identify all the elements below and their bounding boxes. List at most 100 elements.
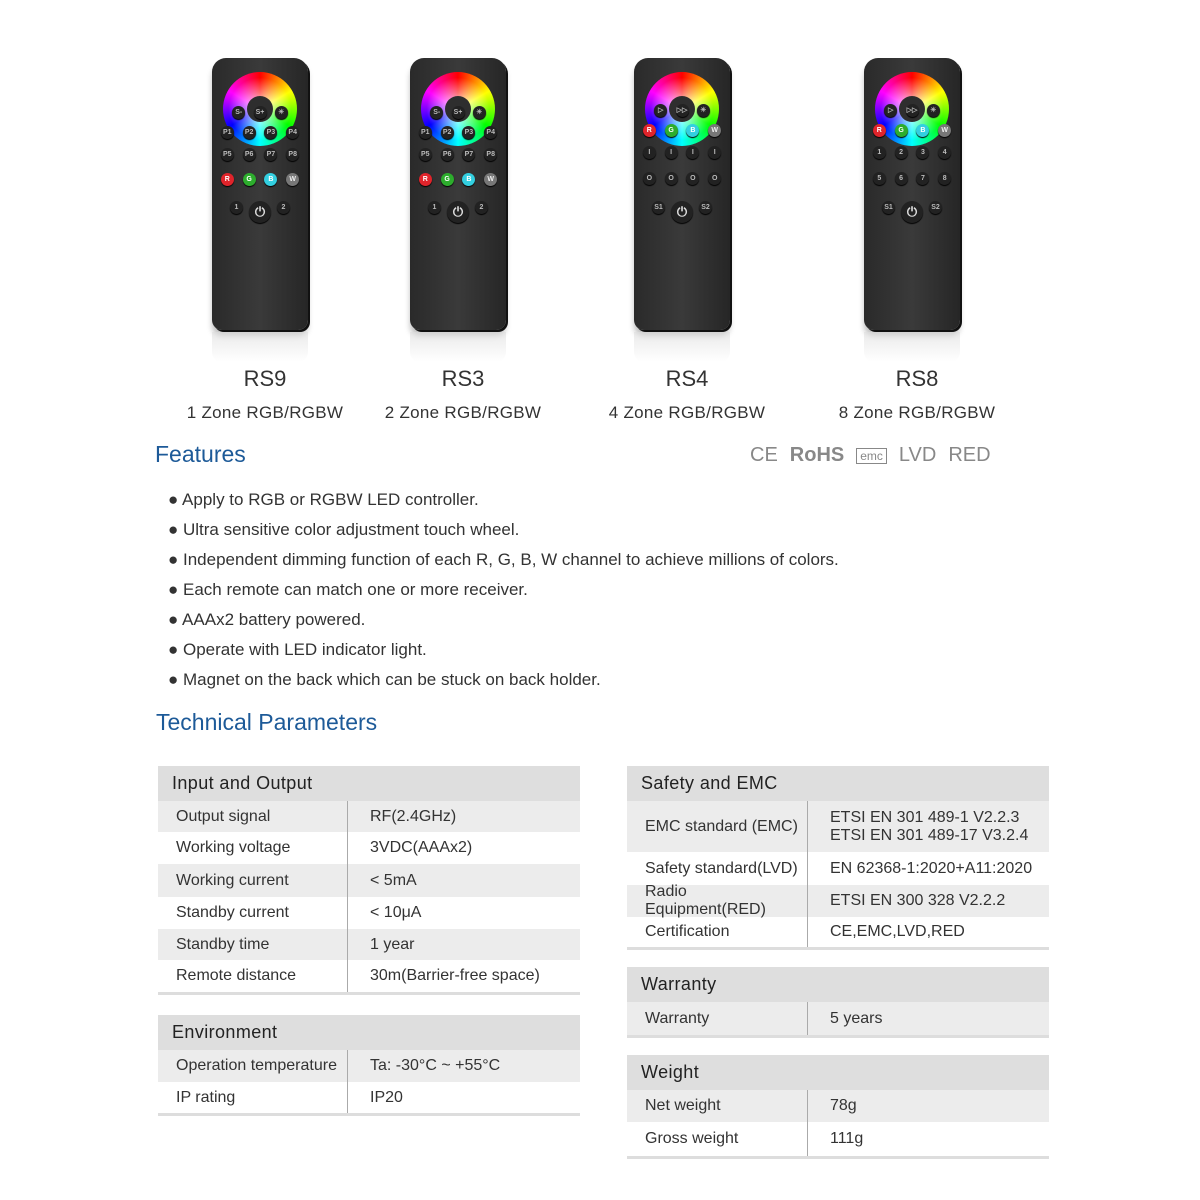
features-heading: Features [155,441,246,467]
param-value: IP20 [348,1082,403,1113]
remote-rs9: S- S+ ☀ P1 P2 P3 P4 P5 P6 P7 P8 R G B W 1 ⏻ 2 [212,58,308,330]
param-value-line: CE,EMC,LVD,RED [830,923,965,940]
remote-button: I [642,146,656,159]
emc-logo: emc [856,447,887,464]
remote-button: G [664,124,678,137]
remote-button: 4 [938,146,952,159]
remote-button: R [872,124,886,137]
red-logo: RED [948,444,991,466]
param-value-line: 30m(Barrier-free space) [370,967,540,984]
ce-logo: CE [750,444,778,466]
remote-button: I [686,146,700,159]
remote-button: S1 [882,201,895,214]
param-value-line: 111g [830,1130,864,1147]
remote-button: W [286,173,300,186]
param-name: Working voltage [158,832,348,864]
param-name: Gross weight [627,1122,808,1156]
table-row: Net weight 78g [627,1090,1049,1122]
remote-button: ☀ [472,106,486,119]
param-name: Warranty [627,1002,808,1035]
remote-rs4: ▷ ▷▷ ☀ R G B W I I I I O O O O S1 ⏻ S2 [634,58,730,330]
param-value: 30m(Barrier-free space) [348,960,540,992]
model-name: RS8 [895,366,939,391]
table-row: Operation temperature Ta: -30°C ~ +55°C [158,1050,580,1082]
remote-button: O [708,172,722,185]
remote-button: P5 [220,148,234,161]
remote-button: P4 [286,126,300,139]
remote-button: W [484,173,498,186]
remote-button: 2 [894,146,908,159]
remote-button: S+ [253,106,267,119]
remote-button: P8 [484,148,498,161]
param-name: Standby current [158,897,348,929]
remote-button: P8 [286,148,300,161]
remote-reflection [634,332,730,362]
remote-rs8: ▷ ▷▷ ☀ R G B W 1 2 3 4 5 6 7 8 S1 ⏻ S2 [864,58,960,330]
param-name: Radio Equipment(RED) [627,883,808,918]
remote-button: S2 [699,201,712,214]
param-value: EN 62368-1:2020+A11:2020 [808,852,1032,885]
remote-button: O [642,172,656,185]
param-value: ETSI EN 300 328 V2.2.2 [808,885,1005,917]
remote-button: G [894,124,908,137]
param-name: IP rating [158,1082,348,1113]
feature-item: ● Magnet on the back which can be stuck … [168,670,601,689]
param-name: Safety standard(LVD) [627,852,808,885]
remote-button: B [916,124,930,137]
remote-button: I [664,146,678,159]
param-name: Remote distance [158,960,348,992]
table-header: Warranty [627,967,1049,1002]
param-value-line: 3VDC(AAAx2) [370,839,473,856]
table-row: Safety standard(LVD) EN 62368-1:2020+A11:… [627,852,1049,885]
remote-button: S- [430,106,444,119]
remote-button: P6 [440,148,454,161]
remote-button: P2 [440,126,454,139]
param-value-line: RF(2.4GHz) [370,807,457,825]
remote-rs3: S- S+ ☀ P1 P2 P3 P4 P5 P6 P7 P8 R G B W 1 ⏻ 2 [410,58,506,330]
remote-button: ▷ [884,104,898,117]
remote-button: ☀ [926,104,940,117]
param-value-line: ETSI EN 300 328 V2.2.2 [830,892,1006,909]
feature-item: ● Each remote can match one or more rece… [168,580,528,599]
remote-button: P3 [462,126,476,139]
param-value: 78g [808,1090,857,1122]
remote-button: 1 [428,201,441,214]
param-value: 1 year [348,929,414,960]
param-name: Operation temperature [158,1050,348,1082]
model-description: 2 Zone RGB/RGBW [384,403,542,422]
param-value: 5 years [808,1002,882,1035]
certification-logos: CE RoHS emc LVD RED [750,444,991,467]
remote-button: P5 [418,148,432,161]
param-value-line: EN 62368-1:2020+A11:2020 [830,859,1033,877]
table-row: Standby current < 10μA [158,897,580,929]
table-row: Remote distance 30m(Barrier-free space) [158,960,580,992]
table-header: Input and Output [158,766,580,801]
table-row: Radio Equipment(RED) ETSI EN 300 328 V2.2… [627,883,1049,918]
feature-item: ● Operate with LED indicator light. [168,640,427,659]
model-name: RS9 [243,366,287,391]
table-warranty: Warranty Warranty 5 years [627,967,1049,1038]
remote-button: W [938,124,952,137]
remote-button: 1 [230,201,243,214]
param-value-line: Ta: -30°C ~ +55°C [370,1057,501,1074]
table-header: Safety and EMC [627,766,1049,801]
model-description: 4 Zone RGB/RGBW [608,403,766,422]
power-button-icon: ⏻ [671,201,693,223]
remote-button: 3 [916,146,930,159]
remote-button: ☀ [274,106,288,119]
remote-button: G [440,173,454,186]
rohs-logo: RoHS [789,444,845,466]
remote-button: P1 [220,126,234,139]
model-description: 8 Zone RGB/RGBW [838,403,996,422]
model-name: RS4 [665,366,709,391]
remote-button: S1 [652,201,665,214]
power-button-icon: ⏻ [249,201,271,223]
param-name: Net weight [627,1090,808,1122]
param-value-line: IP20 [370,1088,403,1106]
param-value-line: 5 years [830,1009,883,1027]
table-row: Certification CE,EMC,LVD,RED [627,917,1049,947]
table-row: Warranty 5 years [627,1002,1049,1035]
remote-button: O [664,172,678,185]
table-io: Input and Output Output signal RF(2.4GHz) W… [158,766,580,995]
param-value: Ta: -30°C ~ +55°C [348,1050,500,1082]
